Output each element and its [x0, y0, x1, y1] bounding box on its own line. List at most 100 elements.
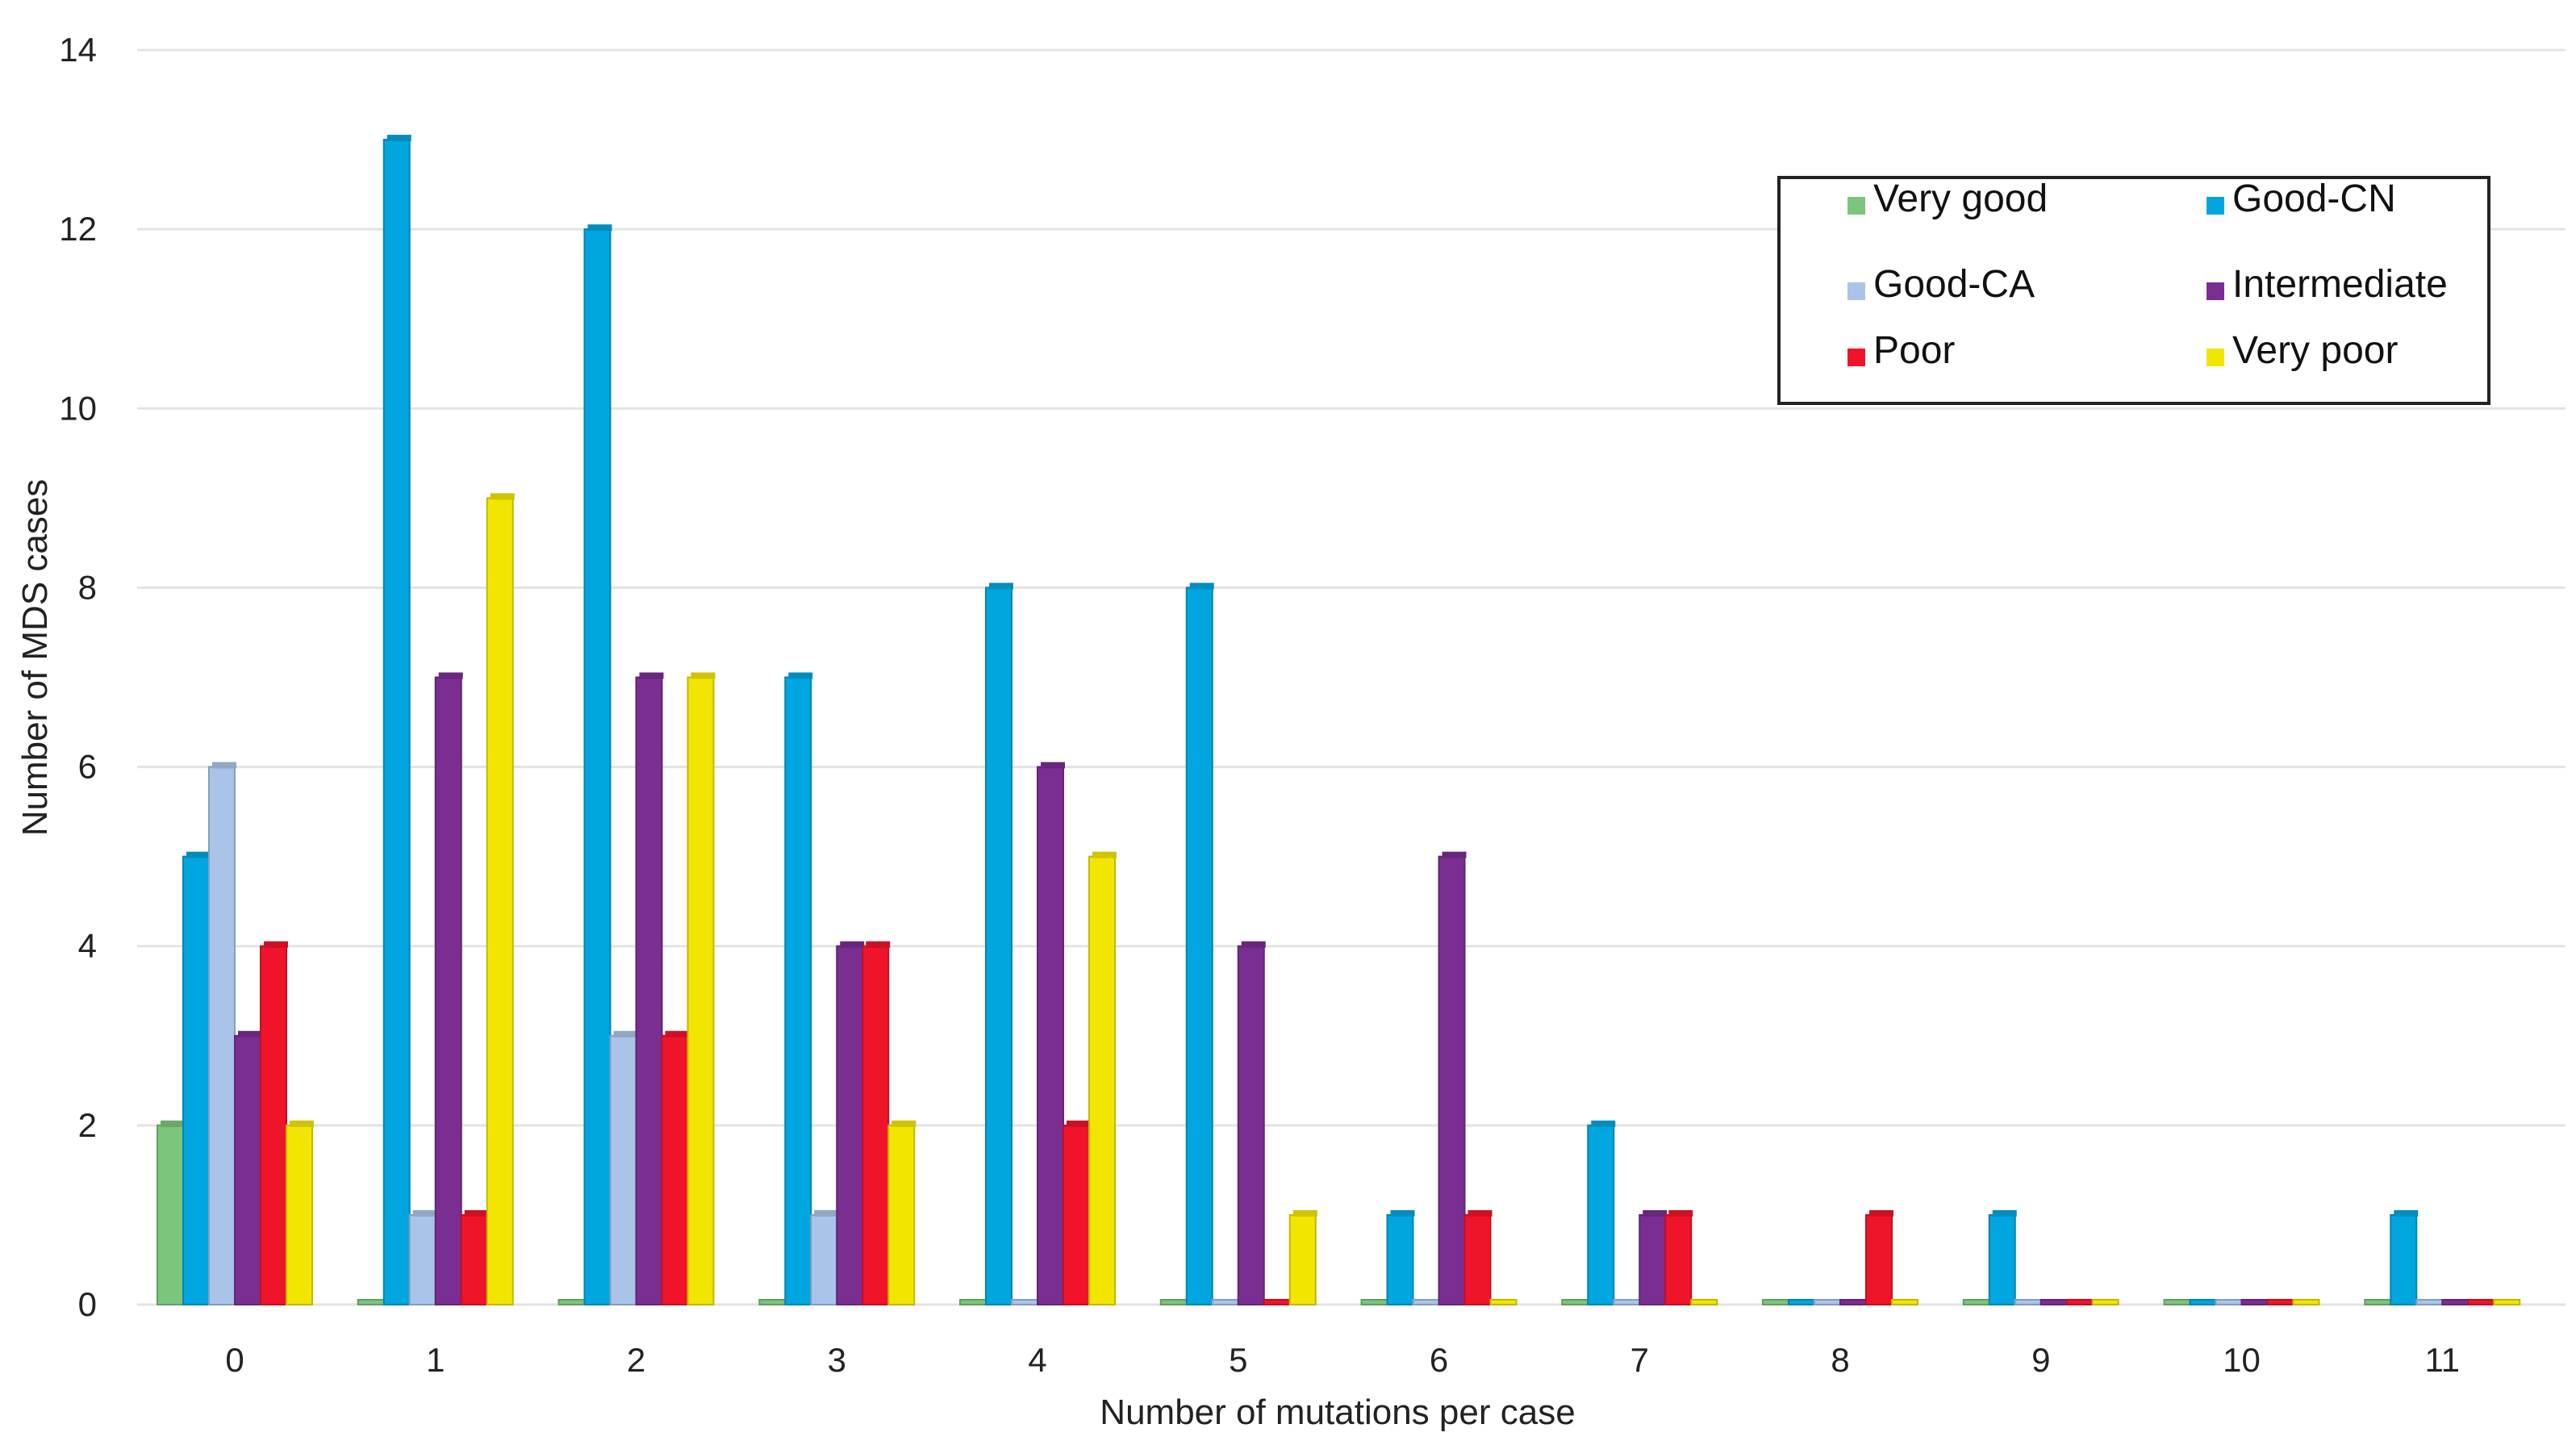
bar-very-good-10 — [2163, 1299, 2191, 1305]
bar-cap — [814, 1209, 839, 1217]
y-tick-label: 0 — [78, 1285, 97, 1323]
bar-cap — [639, 672, 664, 679]
y-tick-label: 6 — [78, 748, 97, 786]
bar-poor-3 — [862, 945, 890, 1305]
bars — [157, 135, 2521, 1306]
bar-cap — [1241, 941, 1266, 948]
bar-intermediate-10 — [2240, 1299, 2269, 1305]
bar-intermediate-6 — [1438, 855, 1466, 1305]
bar-poor-1 — [460, 1213, 488, 1306]
y-tick-label: 10 — [59, 389, 97, 427]
bar-good-ca-0 — [208, 766, 236, 1305]
y-tick-label: 2 — [78, 1106, 97, 1144]
bar-good-cn-0 — [182, 855, 210, 1305]
bar-cap — [1668, 1209, 1693, 1217]
bar-good-cn-8 — [1788, 1299, 1815, 1305]
bar-intermediate-5 — [1237, 945, 1265, 1305]
bar-cap — [1442, 851, 1467, 858]
bar-poor-10 — [2266, 1299, 2294, 1305]
legend-label: Poor — [1873, 329, 1955, 372]
y-tick-label: 4 — [78, 927, 97, 965]
bar-good-ca-2 — [609, 1034, 637, 1306]
bar-cap — [788, 672, 813, 679]
bar-intermediate-0 — [234, 1034, 261, 1306]
bar-poor-6 — [1463, 1213, 1492, 1306]
bar-very-good-8 — [1762, 1299, 1789, 1305]
legend-label: Very good — [1873, 177, 2048, 220]
bar-poor-8 — [1865, 1213, 1893, 1306]
bar-cap — [161, 1120, 185, 1127]
bar-very-poor-6 — [1489, 1299, 1518, 1305]
bar-very-good-4 — [959, 1299, 987, 1305]
bar-very-good-9 — [1962, 1299, 1990, 1305]
bar-cap — [1468, 1209, 1493, 1217]
bar-good-cn-9 — [1988, 1213, 2016, 1306]
x-axis-ticks: 0 1 2 3 4 5 6 7 8 9 10 11 — [225, 1341, 2460, 1379]
x-tick-label: 8 — [1831, 1341, 1849, 1379]
bar-very-poor-4 — [1088, 855, 1116, 1305]
bar-good-ca-6 — [1412, 1299, 1440, 1305]
bar-poor-11 — [2467, 1299, 2495, 1305]
x-tick-label: 1 — [426, 1341, 445, 1379]
bar-poor-9 — [2065, 1299, 2094, 1305]
x-tick-label: 9 — [2031, 1341, 2050, 1379]
bar-cap — [412, 1209, 437, 1217]
gridlines — [137, 48, 2566, 1306]
bar-good-ca-8 — [1814, 1299, 1841, 1305]
bar-cap — [1869, 1209, 1893, 1217]
y-tick-label: 8 — [78, 568, 97, 606]
bar-cap — [1292, 1209, 1317, 1217]
bar-cap — [613, 1030, 638, 1038]
bar-good-cn-5 — [1185, 587, 1213, 1305]
bar-cap — [891, 1120, 916, 1127]
bar-cap — [587, 224, 612, 232]
bar-intermediate-9 — [2040, 1299, 2068, 1305]
bar-very-poor-10 — [2292, 1299, 2320, 1305]
bar-intermediate-8 — [1839, 1299, 1867, 1305]
x-tick-label: 6 — [1430, 1341, 1448, 1379]
x-tick-label: 2 — [627, 1341, 645, 1379]
bar-good-cn-2 — [583, 228, 612, 1306]
legend: Very good Good-CN Good-CA Intermediate Poor V… — [1777, 176, 2490, 405]
legend-swatch-poor — [1847, 349, 1865, 366]
bar-cap — [1067, 1120, 1091, 1127]
bar-cap — [186, 851, 211, 858]
bar-very-poor-5 — [1288, 1213, 1317, 1306]
bar-very-good-5 — [1159, 1299, 1188, 1305]
bar-good-cn-3 — [784, 676, 812, 1305]
legend-swatch-intermediate — [2207, 282, 2224, 300]
x-tick-label: 0 — [225, 1341, 244, 1379]
bar-good-ca-1 — [408, 1213, 436, 1306]
bar-very-good-3 — [758, 1299, 787, 1305]
bar-good-ca-4 — [1011, 1299, 1038, 1305]
bar-cap — [1992, 1209, 2017, 1217]
bar-cap — [1041, 762, 1065, 769]
bar-cap — [1189, 583, 1214, 590]
bar-cap — [464, 1209, 489, 1217]
bar-poor-2 — [661, 1034, 689, 1306]
bar-cap — [386, 135, 411, 142]
bar-very-good-0 — [157, 1124, 184, 1306]
bar-good-ca-10 — [2215, 1299, 2243, 1305]
bar-very-good-7 — [1561, 1299, 1589, 1305]
bar-cap — [490, 493, 515, 500]
bar-good-ca-3 — [810, 1213, 838, 1306]
bar-very-good-6 — [1360, 1299, 1388, 1305]
legend-label: Good-CA — [1873, 263, 2035, 306]
bar-cap — [264, 941, 288, 948]
x-tick-label: 11 — [2424, 1341, 2460, 1379]
y-tick-label: 14 — [59, 31, 97, 69]
x-tick-label: 4 — [1028, 1341, 1046, 1379]
bar-very-poor-3 — [887, 1124, 916, 1306]
bar-good-cn-4 — [985, 587, 1012, 1305]
bar-good-cn-6 — [1386, 1213, 1414, 1306]
y-tick-label: 12 — [59, 210, 97, 248]
bar-intermediate-2 — [635, 676, 663, 1305]
legend-box — [1777, 176, 2490, 405]
bar-good-ca-11 — [2415, 1299, 2444, 1305]
legend-swatch-very-good — [1847, 197, 1865, 215]
bar-intermediate-11 — [2441, 1299, 2470, 1305]
bar-cap — [1092, 851, 1117, 858]
